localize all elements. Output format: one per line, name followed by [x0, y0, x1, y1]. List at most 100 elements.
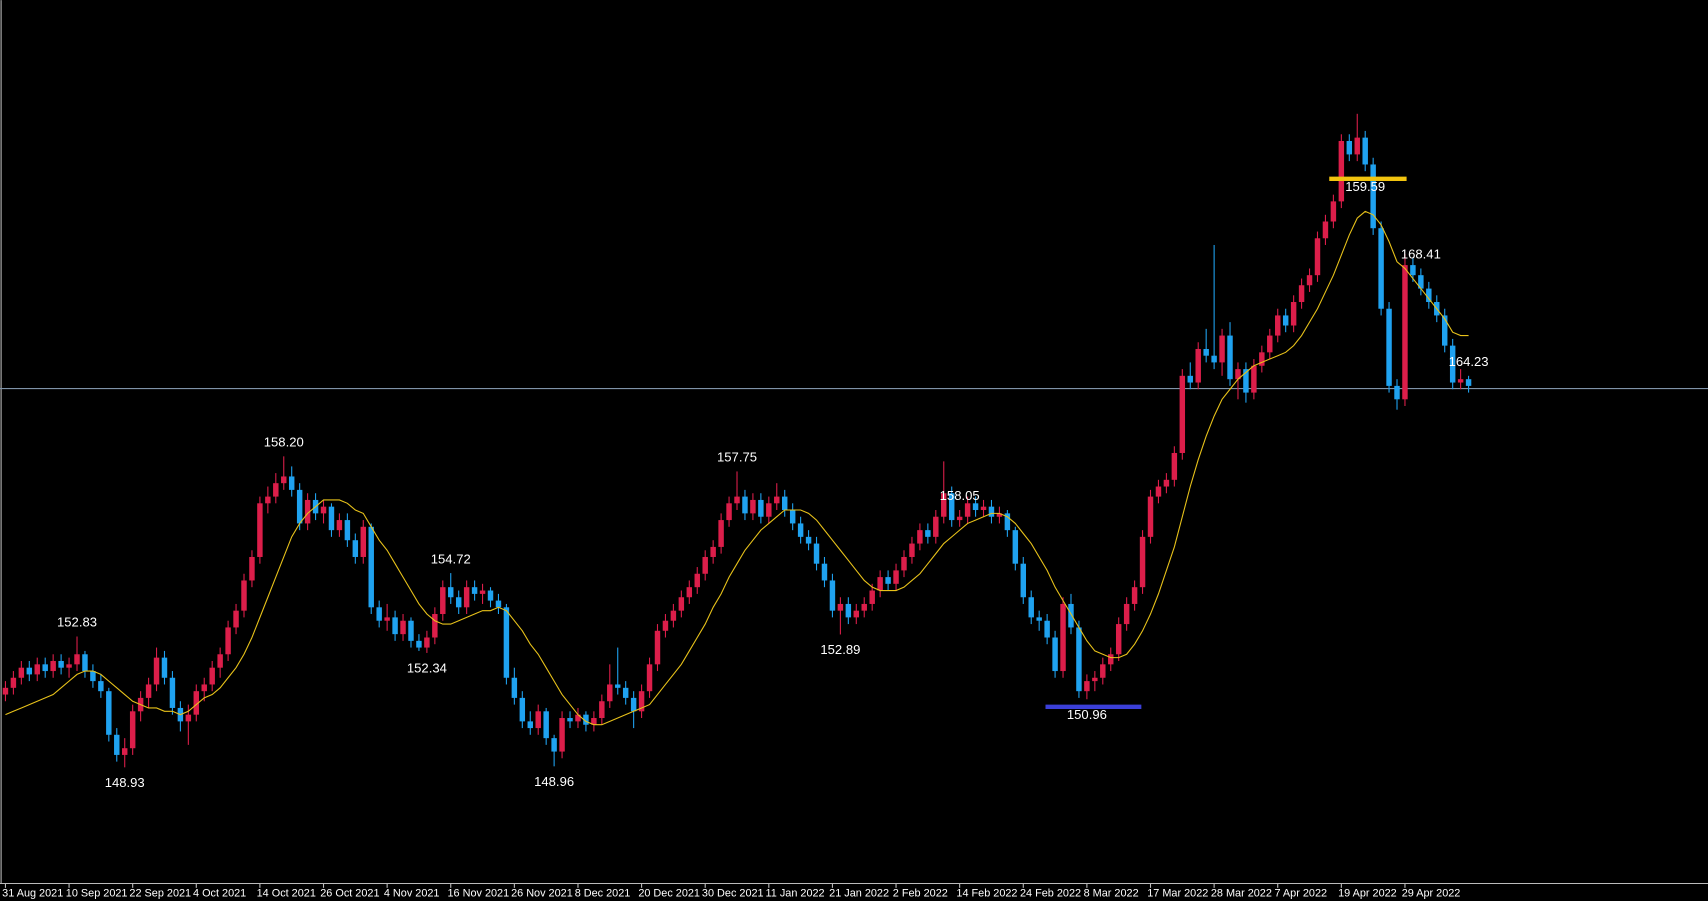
low-label: 150.96: [1067, 707, 1107, 722]
candle-body: [805, 536, 812, 544]
x-tick-label: 17 Mar 2022: [1147, 888, 1208, 900]
candle-body: [583, 714, 589, 725]
candle-body: [718, 520, 724, 547]
candle-body: [1394, 385, 1400, 400]
candle-body: [742, 496, 748, 514]
x-tick-label: 21 Jan 2022: [829, 888, 889, 900]
low-label: 148.93: [105, 775, 145, 790]
candle-body: [296, 489, 303, 524]
candle-body: [122, 748, 128, 755]
candle-body: [487, 590, 494, 601]
candle-body: [996, 513, 1003, 517]
candle-body: [1203, 348, 1209, 356]
x-tick-label: 24 Feb 2022: [1020, 888, 1081, 900]
candle-body: [169, 677, 176, 708]
x-tick-label: 8 Mar 2022: [1084, 888, 1139, 900]
candle-body: [217, 654, 223, 668]
candle-body: [781, 496, 788, 511]
candle-body: [615, 684, 621, 688]
candle-body: [257, 503, 263, 557]
candle-body: [980, 506, 987, 511]
candle-body: [1386, 308, 1392, 386]
candle-body: [58, 660, 64, 668]
candle-body: [209, 667, 215, 685]
candle-body: [1219, 335, 1225, 363]
x-tick-label: 22 Sep 2021: [129, 888, 191, 900]
candle-body: [273, 483, 279, 497]
candle-body: [702, 556, 708, 574]
candle-body: [630, 697, 637, 712]
x-tick-label: 7 Apr 2022: [1274, 888, 1327, 900]
candle-body: [424, 637, 430, 648]
candle-body: [384, 617, 390, 621]
candle-body: [662, 620, 669, 631]
candle-body: [153, 657, 160, 685]
candle-body: [1123, 603, 1130, 625]
x-tick-label: 11 Jan 2022: [766, 888, 825, 900]
x-tick-label: 31 Aug 2021: [2, 888, 63, 900]
candle-body: [1052, 637, 1058, 672]
candle-body: [1306, 275, 1313, 286]
candle-body: [503, 607, 510, 678]
high-label: 164.23: [1449, 354, 1489, 369]
x-tick-label: 10 Sep 2021: [66, 888, 128, 900]
candle-body: [344, 520, 351, 541]
x-tick-label: 26 Oct 2021: [320, 888, 379, 900]
candle-body: [1330, 201, 1337, 222]
candle-body: [726, 503, 732, 521]
candle-body: [885, 577, 891, 584]
x-tick-label: 4 Nov 2021: [384, 888, 440, 900]
candle-body: [1108, 654, 1114, 665]
candle-body: [352, 540, 359, 557]
candle-body: [575, 714, 581, 722]
candle-body: [416, 640, 422, 648]
x-tick-label: 29 Apr 2022: [1402, 888, 1461, 900]
candle-body: [1354, 137, 1360, 155]
x-tick-label: 14 Oct 2021: [257, 888, 316, 900]
candle-body: [1243, 369, 1249, 393]
candle-body: [1227, 335, 1233, 380]
candle-body: [750, 499, 756, 514]
candle-body: [360, 526, 366, 557]
candle-body: [893, 570, 899, 584]
candle-body: [988, 506, 995, 517]
x-tick-label: 2 Feb 2022: [893, 888, 948, 900]
candle-body: [463, 587, 470, 608]
high-label: 157.75: [717, 450, 757, 465]
low-label: 152.34: [407, 661, 447, 676]
candle-body: [1338, 140, 1345, 202]
candle-body: [129, 711, 136, 749]
candle-body: [543, 711, 549, 739]
candle-body: [185, 714, 192, 722]
high-label: 168.41: [1401, 247, 1441, 262]
x-tick-label: 26 Nov 2021: [511, 888, 573, 900]
candle-body: [1267, 335, 1273, 353]
candle-body: [607, 684, 613, 702]
x-tick-label: 28 Mar 2022: [1211, 888, 1272, 900]
candle-body: [1275, 315, 1281, 336]
candle-body: [400, 620, 406, 635]
candle-body: [734, 496, 740, 504]
low-label: 152.89: [820, 642, 860, 657]
candle-body: [241, 580, 247, 611]
candle-body: [281, 476, 287, 484]
low-label: 159.59: [1345, 179, 1385, 194]
candle-body: [201, 684, 207, 692]
candle-body: [956, 516, 963, 521]
candle-body: [1449, 345, 1456, 383]
candle-body: [813, 543, 820, 564]
candle-body: [1426, 288, 1432, 303]
candle-body: [638, 691, 645, 712]
candle-body: [774, 496, 780, 504]
candle-body: [1259, 352, 1265, 366]
candle-body: [1195, 348, 1201, 383]
candle-body: [766, 503, 772, 517]
candle-body: [917, 530, 923, 544]
candle-body: [98, 681, 104, 692]
candle-body: [1139, 536, 1146, 588]
candle-body: [82, 654, 88, 672]
low-label: 148.96: [534, 774, 574, 789]
candle-body: [1362, 137, 1368, 165]
candle-body: [392, 617, 398, 635]
